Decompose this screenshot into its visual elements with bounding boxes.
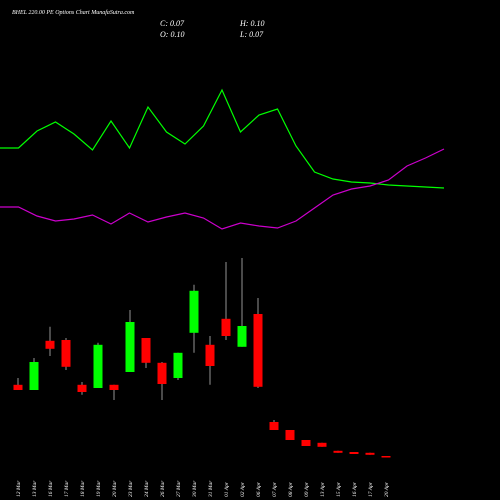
candle-body: [205, 344, 215, 366]
candle-body: [93, 344, 103, 388]
candle-body: [77, 384, 87, 392]
candle-body: [333, 450, 343, 453]
x-tick-label: 19 Mar: [96, 480, 102, 497]
candle-body: [301, 440, 311, 446]
x-tick-label: 26 Mar: [160, 480, 166, 497]
candle-body: [317, 442, 327, 447]
ohlc-label: C: 0.07: [160, 19, 185, 28]
x-tick-label: 20 Apr: [384, 481, 390, 497]
x-tick-label: 07 Apr: [272, 481, 278, 497]
candle-body: [285, 430, 295, 440]
candle-body: [173, 352, 183, 378]
x-tick-label: 02 Apr: [240, 481, 246, 497]
x-tick-label: 31 Mar: [208, 480, 214, 498]
candle-body: [237, 326, 247, 347]
x-tick-label: 08 Apr: [288, 481, 294, 497]
candle-body: [221, 318, 231, 336]
x-tick-label: 13 Apr: [320, 481, 326, 497]
chart-title: BHEL 220.00 PE Options Chart MunafaSutra…: [12, 9, 135, 16]
x-tick-label: 20 Mar: [112, 480, 118, 497]
x-tick-label: 23 Mar: [128, 480, 134, 497]
candle-body: [381, 456, 391, 458]
x-tick-label: 09 Apr: [304, 481, 310, 497]
x-tick-label: 15 Apr: [336, 481, 342, 497]
ohlc-label: O: 0.10: [160, 30, 184, 39]
x-tick-label: 24 Mar: [143, 480, 150, 497]
candle-body: [45, 340, 55, 349]
x-tick-label: 27 Mar: [176, 480, 182, 497]
candle-body: [349, 452, 359, 454]
candle-body: [189, 290, 199, 333]
candle-body: [269, 422, 279, 430]
candle-body: [109, 384, 119, 390]
x-tick-label: 06 Apr: [256, 481, 262, 497]
x-tick-label: 16 Mar: [48, 480, 54, 497]
x-tick-label: 01 Apr: [224, 481, 230, 497]
candle-body: [157, 362, 167, 384]
x-tick-label: 16 Apr: [352, 481, 358, 497]
candle-body: [29, 362, 39, 390]
candle-body: [141, 338, 151, 363]
x-tick-label: 30 Mar: [192, 480, 198, 498]
x-tick-label: 17 Mar: [64, 480, 70, 497]
indicator-line: [0, 148, 445, 230]
candle-body: [125, 322, 135, 372]
ohlc-label: L: 0.07: [239, 30, 264, 39]
x-tick-label: 12 Mar: [16, 480, 22, 497]
x-tick-label: 17 Apr: [368, 481, 374, 497]
candle-body: [61, 340, 71, 367]
candle-body: [365, 452, 375, 455]
ohlc-label: H: 0.10: [239, 19, 264, 28]
x-tick-label: 13 Mar: [32, 480, 38, 497]
candle-body: [253, 314, 263, 387]
x-tick-label: 18 Mar: [80, 480, 86, 497]
indicator-line: [0, 88, 445, 189]
candle-body: [13, 384, 23, 390]
